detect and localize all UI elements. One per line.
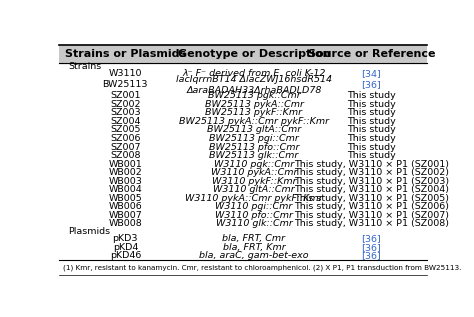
Text: Plasmids: Plasmids [68,227,110,236]
Text: BW25113: BW25113 [103,80,148,89]
Text: [36]: [36] [362,251,382,260]
Text: bla, FRT, Kmr: bla, FRT, Kmr [223,243,285,252]
Text: Strains: Strains [68,61,102,71]
Text: This study: This study [347,108,396,117]
Text: This study: This study [347,117,396,126]
Text: SZ003: SZ003 [110,108,141,117]
Text: SZ006: SZ006 [110,134,141,143]
Text: SZ007: SZ007 [110,143,141,152]
Text: This study, W3110 × P1 (SZ002): This study, W3110 × P1 (SZ002) [294,168,449,177]
Text: BW25113 gltA::Cmr: BW25113 gltA::Cmr [207,126,301,134]
Text: BW25113 pykA::Cmr pykF::Kmr: BW25113 pykA::Cmr pykF::Kmr [179,117,329,126]
Text: This study: This study [347,151,396,160]
Text: This study: This study [347,134,396,143]
Text: SZ002: SZ002 [110,100,141,109]
Text: W3110 pykA::Cmr pykF::Kmr: W3110 pykA::Cmr pykF::Kmr [185,194,323,203]
Text: BW25113 pgk::Cmr: BW25113 pgk::Cmr [208,91,300,100]
Text: [36]: [36] [362,234,382,243]
Text: WB003: WB003 [109,177,142,186]
Text: SZ001: SZ001 [110,91,141,100]
Text: W3110 glk::Cmr: W3110 glk::Cmr [216,219,292,228]
Text: BW25113 pgi::Cmr: BW25113 pgi::Cmr [209,134,299,143]
Text: This study, W3110 × P1 (SZ004): This study, W3110 × P1 (SZ004) [294,185,449,194]
Text: This study: This study [347,91,396,100]
Text: SZ008: SZ008 [110,151,141,160]
Text: (1) Kmr, resistant to kanamycin. Cmr, resistant to chloroamphenicol. (2) X P1, P: (1) Kmr, resistant to kanamycin. Cmr, re… [63,264,461,271]
Text: W3110 gltA::Cmr: W3110 gltA::Cmr [213,185,295,194]
Text: W3110: W3110 [109,69,142,78]
Text: This study, W3110 × P1 (SZ008): This study, W3110 × P1 (SZ008) [294,219,449,228]
Text: [36]: [36] [362,80,382,89]
Text: WB004: WB004 [109,185,142,194]
Text: WB008: WB008 [109,219,142,228]
Text: Strains or Plasmids: Strains or Plasmids [65,49,186,59]
Text: This study, W3110 × P1 (SZ003): This study, W3110 × P1 (SZ003) [294,177,449,186]
Text: This study, W3110 × P1 (SZ007): This study, W3110 × P1 (SZ007) [294,211,449,220]
Text: bla, araC, gam-bet-exo: bla, araC, gam-bet-exo [199,251,309,260]
Text: WB001: WB001 [109,160,142,169]
Text: This study, W3110 × P1 (SZ006): This study, W3110 × P1 (SZ006) [294,202,449,211]
Text: This study, W3110 × P1 (SZ001): This study, W3110 × P1 (SZ001) [294,160,449,169]
Text: lacIqrrnBT14 ΔlacZWJ16hsdR514
ΔaraBADAH33ΔrhaBADLD78: lacIqrrnBT14 ΔlacZWJ16hsdR514 ΔaraBADAH3… [176,75,332,95]
Text: pKD46: pKD46 [109,251,141,260]
Text: BW25113 pfo::Cmr: BW25113 pfo::Cmr [209,143,299,152]
Text: WB006: WB006 [109,202,142,211]
Text: SZ005: SZ005 [110,126,141,134]
Text: λ⁻ F⁻ derived from E. coli K-12: λ⁻ F⁻ derived from E. coli K-12 [182,69,326,78]
Text: WB005: WB005 [109,194,142,203]
Text: BW25113 glk::Cmr: BW25113 glk::Cmr [210,151,299,160]
Text: This study, W3110 × P1 (SZ005): This study, W3110 × P1 (SZ005) [294,194,449,203]
Text: W3110 pykA::Cmr: W3110 pykA::Cmr [211,168,297,177]
Text: [34]: [34] [362,69,382,78]
Text: BW25113 pykA::Cmr: BW25113 pykA::Cmr [204,100,303,109]
Bar [59,45,427,63]
Text: pKD3: pKD3 [113,234,138,243]
Text: WB002: WB002 [109,168,142,177]
Text: bla, FRT, Cmr: bla, FRT, Cmr [222,234,285,243]
Text: W3110 pgk::Cmr: W3110 pgk::Cmr [214,160,294,169]
Text: W3110 pykF::Kmr: W3110 pykF::Kmr [212,177,296,186]
Text: This study: This study [347,126,396,134]
Text: BW25113 pykF::Kmr: BW25113 pykF::Kmr [205,108,302,117]
Text: W3110 pfo::Cmr: W3110 pfo::Cmr [215,211,293,220]
Text: W3110 pgi::Cmr: W3110 pgi::Cmr [215,202,292,211]
Text: Genotype or Description: Genotype or Description [178,49,330,59]
Text: This study: This study [347,143,396,152]
Text: pKD4: pKD4 [113,243,138,252]
Text: WB007: WB007 [109,211,142,220]
Text: SZ004: SZ004 [110,117,141,126]
Text: This study: This study [347,100,396,109]
Text: Source or Reference: Source or Reference [308,49,435,59]
Text: [36]: [36] [362,243,382,252]
